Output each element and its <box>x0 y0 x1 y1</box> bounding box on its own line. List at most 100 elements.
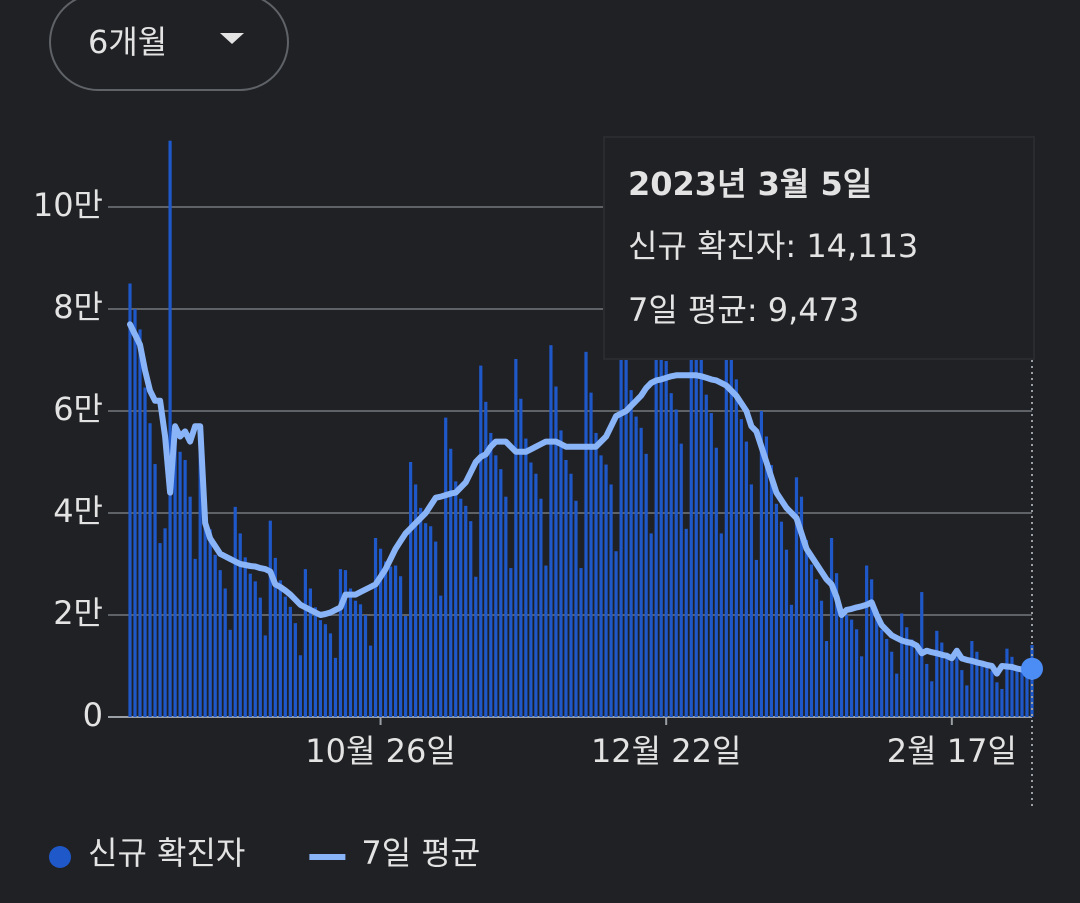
bar <box>794 477 799 717</box>
bar <box>469 521 473 717</box>
bar <box>739 419 743 717</box>
bar <box>624 349 628 717</box>
bar <box>985 667 989 717</box>
bar <box>709 413 713 717</box>
bar <box>414 484 418 717</box>
bar <box>910 639 914 717</box>
bar <box>178 451 182 717</box>
bar <box>925 663 929 717</box>
bar <box>268 520 272 717</box>
bar <box>128 283 132 717</box>
bar <box>649 533 653 717</box>
bar <box>208 529 212 717</box>
bar <box>444 417 448 717</box>
bar <box>383 561 388 717</box>
bar <box>133 309 137 717</box>
bar <box>509 568 513 717</box>
selector-label[interactable]: 6개월 <box>88 23 167 61</box>
bar <box>534 473 538 717</box>
bar <box>539 498 543 717</box>
bar <box>373 537 378 717</box>
bar <box>749 484 753 717</box>
bar <box>609 484 613 717</box>
bar <box>378 548 383 717</box>
bar <box>799 496 804 717</box>
tooltip-title: 2023년 3월 5일 <box>628 165 872 203</box>
bar <box>298 655 302 717</box>
y-tick-label: 2만 <box>53 594 103 632</box>
bar <box>333 657 338 717</box>
bar <box>659 312 663 717</box>
bar <box>258 597 262 717</box>
bar <box>449 448 453 717</box>
bar <box>574 500 578 717</box>
bar <box>499 469 503 717</box>
bar <box>519 398 523 717</box>
bar <box>789 604 794 717</box>
bar <box>784 549 789 717</box>
bar <box>343 570 348 717</box>
bar <box>544 565 548 717</box>
tooltip-line: 7일 평균: 9,473 <box>628 291 859 329</box>
bar <box>554 386 558 717</box>
bar <box>263 635 267 717</box>
bar <box>875 609 879 717</box>
bar <box>960 670 964 717</box>
bar <box>484 401 488 717</box>
bar <box>489 432 493 717</box>
bar <box>1005 648 1009 717</box>
bar <box>865 565 869 717</box>
bar <box>529 462 533 717</box>
bar <box>404 616 408 717</box>
bar <box>203 523 207 717</box>
bar <box>834 573 839 717</box>
tooltip-box <box>603 136 1035 360</box>
bar <box>689 268 693 717</box>
bar <box>970 641 974 717</box>
bar <box>188 496 192 717</box>
range-selector[interactable]: 6개월 <box>49 0 289 91</box>
bar <box>915 649 919 717</box>
bar <box>238 533 242 717</box>
bar <box>148 423 152 717</box>
bar <box>684 528 688 717</box>
bar <box>494 455 498 717</box>
bar <box>704 394 708 717</box>
bar <box>399 576 403 717</box>
bar <box>223 588 227 717</box>
bar <box>138 329 142 717</box>
bar <box>459 498 463 717</box>
y-tick-label: 4만 <box>53 492 103 530</box>
bar <box>213 554 217 717</box>
bar <box>434 541 438 717</box>
bar <box>880 629 884 717</box>
selector-pill[interactable] <box>49 0 289 91</box>
x-tick-label: 12월 22일 <box>591 732 742 770</box>
bar <box>614 551 618 717</box>
bar <box>168 140 172 717</box>
bar <box>714 447 718 717</box>
bar <box>273 557 277 717</box>
bar <box>744 441 748 717</box>
bar <box>950 661 954 717</box>
bar <box>965 685 969 717</box>
bar <box>905 627 909 717</box>
bar <box>774 503 779 717</box>
y-tick-label: 8만 <box>53 288 103 326</box>
bar <box>669 393 673 717</box>
bar <box>764 436 769 717</box>
bar <box>504 496 508 717</box>
bar <box>679 443 683 717</box>
bar <box>293 623 297 717</box>
hover-point <box>1021 657 1043 680</box>
bar <box>358 604 363 717</box>
bar <box>363 615 368 717</box>
bar <box>308 588 312 717</box>
bar <box>719 533 723 717</box>
bar <box>724 269 728 717</box>
bar <box>639 427 643 717</box>
bar <box>193 558 197 717</box>
bar <box>584 351 588 717</box>
bar <box>338 569 343 717</box>
bar <box>674 409 678 717</box>
